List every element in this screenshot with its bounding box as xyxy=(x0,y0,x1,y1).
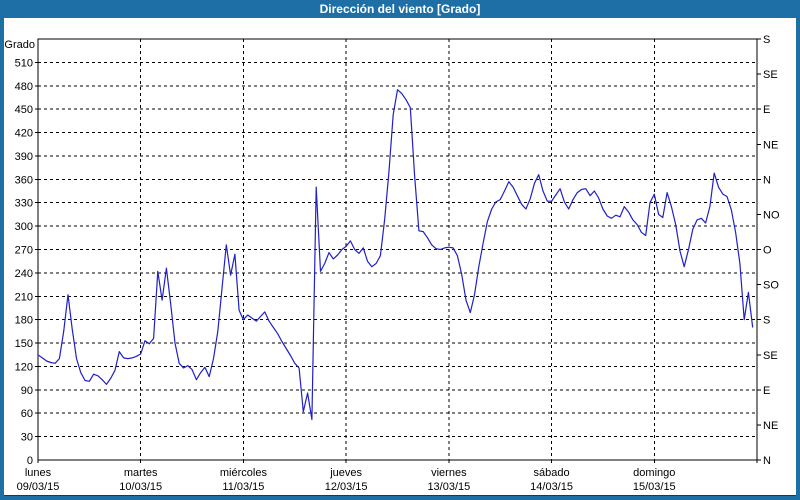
y-tick-label: 150 xyxy=(15,338,33,350)
y-tick-label: 120 xyxy=(15,361,33,373)
y-axis-title: Grado xyxy=(4,39,35,51)
y-tick-label: 510 xyxy=(15,57,33,69)
date-label: 09/03/15 xyxy=(17,481,60,493)
weekday-label: sábado xyxy=(534,467,570,479)
y-tick-label: 270 xyxy=(15,245,33,257)
date-label: 15/03/15 xyxy=(633,481,676,493)
compass-label: SE xyxy=(763,350,778,362)
chart-area: 30 60 90 120 150 180 210 240 270 300 330 360 390 420 4… xyxy=(4,18,796,496)
y-tick-label: 60 xyxy=(21,408,33,420)
weekday-label: domingo xyxy=(633,467,675,479)
weekday-label: miércoles xyxy=(220,467,268,479)
weekday-label: jueves xyxy=(329,467,362,479)
compass-label: N xyxy=(763,174,771,186)
weekday-label: viernes xyxy=(431,467,467,479)
compass-label: S xyxy=(763,315,770,327)
y-tick-label: 360 xyxy=(15,174,33,186)
y-tick-label: 180 xyxy=(15,315,33,327)
weekday-label: lunes xyxy=(25,467,52,479)
chart-title: Dirección del viento [Grado] xyxy=(319,2,481,16)
y-tick-label: 0 xyxy=(27,455,33,467)
y-tick-label: 90 xyxy=(21,385,33,397)
plot-border xyxy=(37,38,758,461)
y-tick-label: 210 xyxy=(15,291,33,303)
compass-label: NE xyxy=(763,420,778,432)
wind-direction-plot: 30 60 90 120 150 180 210 240 270 300 330 360 390 420 4… xyxy=(4,34,780,493)
y-tick-label: 300 xyxy=(15,221,33,233)
date-label: 10/03/15 xyxy=(119,481,162,493)
wind-direction-line xyxy=(37,89,754,421)
compass-label: NE xyxy=(763,139,778,151)
y-tick-label: 240 xyxy=(15,268,33,280)
title-bar: Dirección del viento [Grado] xyxy=(0,0,800,18)
date-label: 12/03/15 xyxy=(325,481,368,493)
y-tick-label: 30 xyxy=(21,432,33,444)
date-label: 13/03/15 xyxy=(427,481,470,493)
compass-label: N xyxy=(763,455,771,467)
compass-label: E xyxy=(763,385,770,397)
compass-label: O xyxy=(763,245,772,257)
y-tick-label: 450 xyxy=(15,104,33,116)
y-tick-label: 480 xyxy=(15,81,33,93)
compass-label: NO xyxy=(763,209,780,221)
y-tick-label: 390 xyxy=(15,151,33,163)
y-tick-label: 420 xyxy=(15,128,33,140)
weekday-label: martes xyxy=(124,467,158,479)
compass-label: E xyxy=(763,104,770,116)
date-label: 14/03/15 xyxy=(530,481,573,493)
date-label: 11/03/15 xyxy=(222,481,264,493)
compass-label: SE xyxy=(763,69,778,81)
compass-label: SO xyxy=(763,280,779,292)
compass-label: S xyxy=(763,34,770,46)
y-tick-label: 330 xyxy=(15,198,33,210)
